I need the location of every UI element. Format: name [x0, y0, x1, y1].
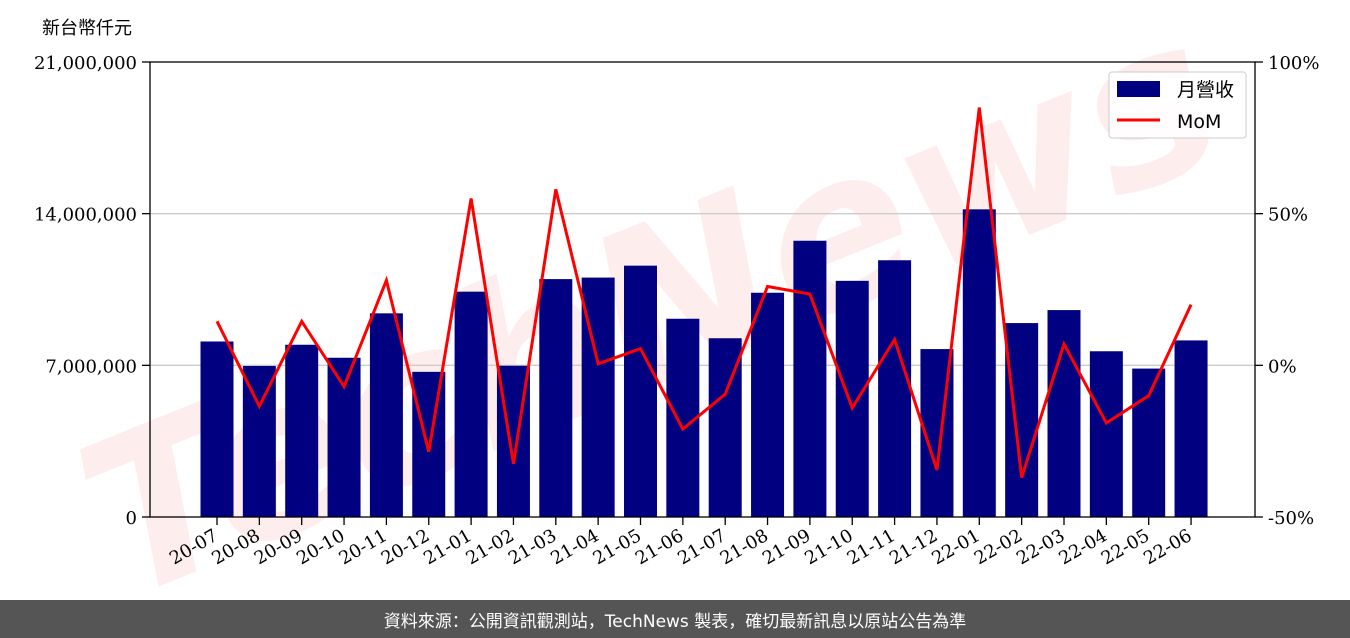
- bar-22-06: [1174, 340, 1208, 517]
- bar-22-05: [1132, 368, 1166, 517]
- revenue-chart: TechNews 新台幣仟元 07,000,00014,000,00021,00…: [34, 0, 1320, 600]
- legend-label-mom: MoM: [1177, 111, 1221, 133]
- bar-21-01: [454, 291, 488, 517]
- legend-label-revenue: 月營收: [1177, 79, 1234, 101]
- left-tick-label: 21,000,000: [34, 53, 137, 74]
- right-tick-label: 100%: [1268, 53, 1319, 74]
- line-series-mom: [215, 107, 1193, 479]
- bar-21-09: [793, 240, 827, 517]
- source-footer: 資料來源：公開資訊觀測站，TechNews 製表，確切最新訊息以原站公告為準: [0, 600, 1350, 638]
- source-text: 資料來源：公開資訊觀測站，TechNews 製表，確切最新訊息以原站公告為準: [383, 611, 967, 632]
- left-tick-label: 7,000,000: [45, 356, 137, 377]
- bar-21-06: [666, 318, 700, 517]
- legend-swatch-bar: [1117, 81, 1160, 97]
- bar-21-11: [878, 260, 912, 517]
- right-tick-label: 0%: [1268, 356, 1297, 377]
- left-y-axis: 0 7,000,000 14,000,000 21,000,000: [34, 53, 150, 529]
- mom-line: [215, 107, 1193, 479]
- bar-20-10: [327, 357, 361, 517]
- plot-frame: [149, 61, 1256, 518]
- right-tick-label: 50%: [1268, 205, 1308, 226]
- bar-20-08: [242, 365, 276, 517]
- bar-22-01: [962, 209, 996, 518]
- bar-21-10: [835, 280, 869, 517]
- bar-20-07: [200, 341, 234, 517]
- y-axis-unit-label: 新台幣仟元: [42, 18, 132, 39]
- bar-22-02: [1005, 323, 1039, 517]
- bar-20-09: [285, 344, 319, 517]
- bar-20-11: [369, 313, 403, 517]
- left-tick-label: 14,000,000: [34, 205, 137, 226]
- bar-21-08: [751, 292, 785, 517]
- bar-21-05: [624, 265, 657, 517]
- bar-series-monthly-revenue: [200, 209, 1208, 518]
- bar-21-03: [539, 279, 573, 517]
- legend: 月營收 MoM: [1108, 71, 1247, 139]
- right-tick-label: -50%: [1268, 508, 1314, 529]
- bar-22-04: [1089, 351, 1123, 517]
- x-tick-label: 22-06: [1140, 525, 1195, 569]
- right-y-axis: -50% 0% 50% 100%: [1255, 53, 1319, 529]
- left-tick-label: 0: [126, 508, 137, 529]
